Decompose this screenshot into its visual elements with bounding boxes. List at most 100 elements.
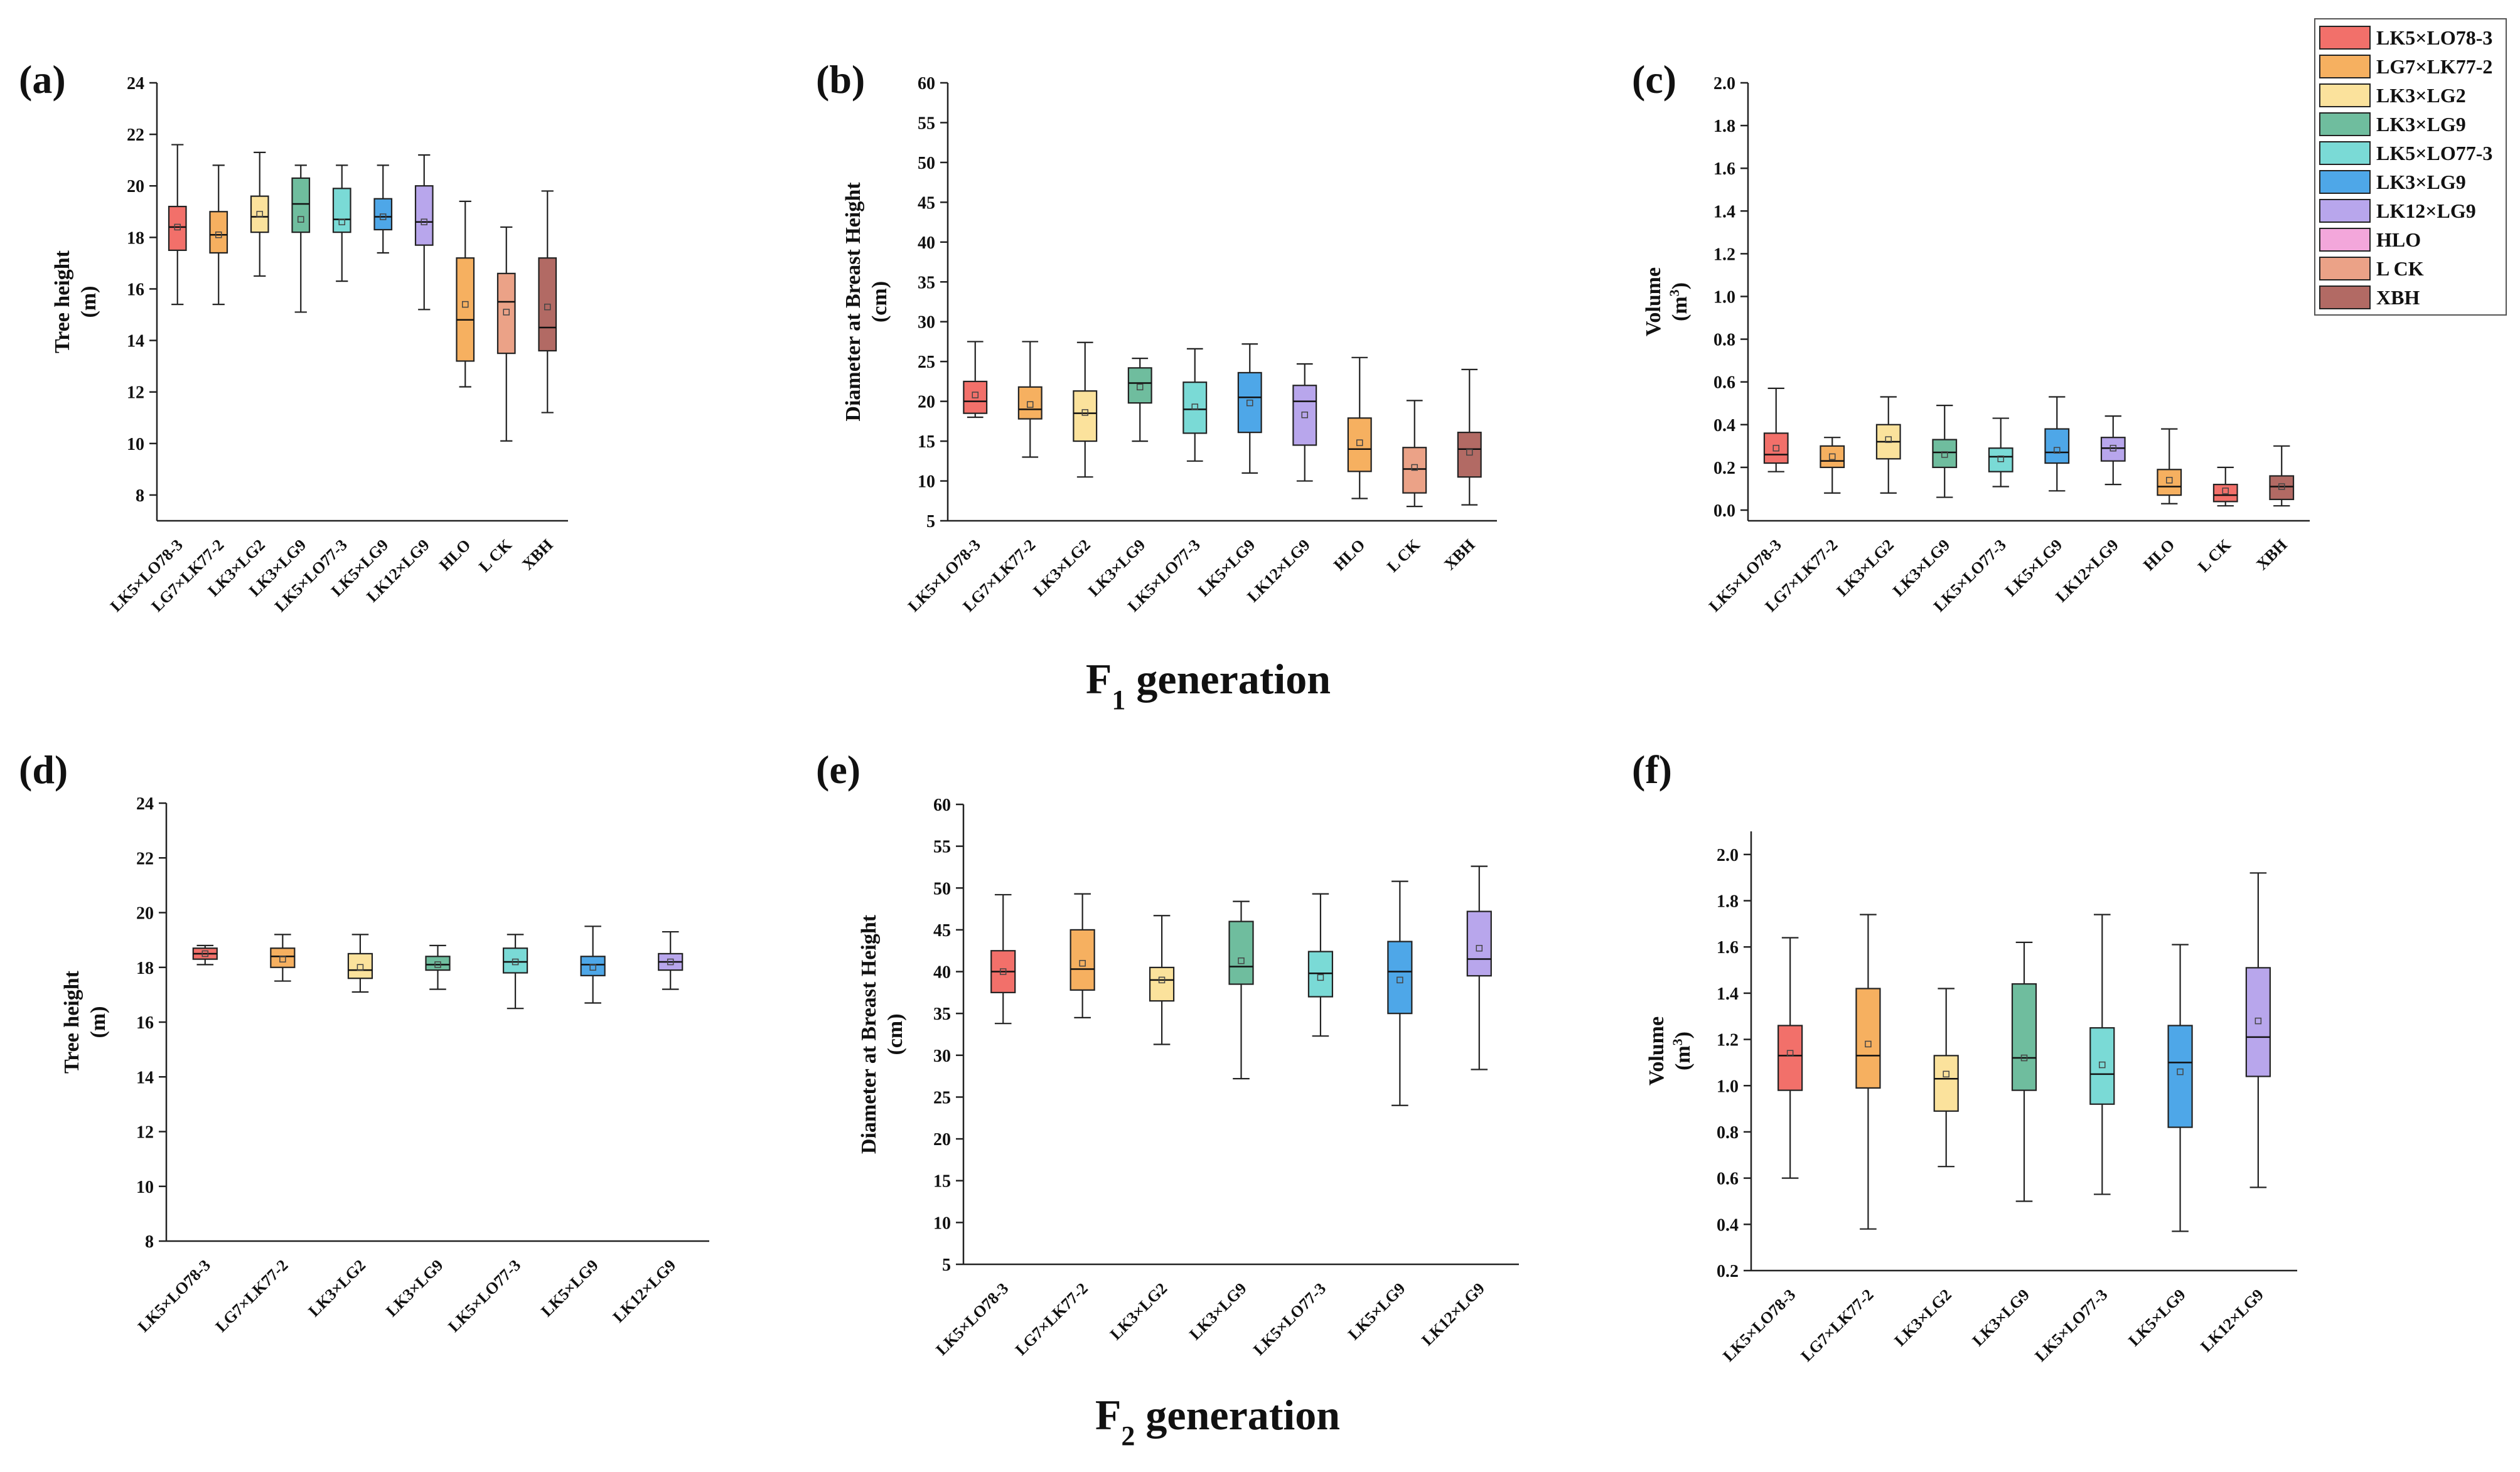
x-tick-label: LK12×LG9 xyxy=(1418,1279,1488,1350)
iqr-box xyxy=(2245,967,2271,1077)
mean-marker xyxy=(1466,449,1473,456)
iqr-box xyxy=(1763,432,1789,464)
y-tick-label: 1.0 xyxy=(1717,1077,1739,1096)
iqr-box xyxy=(2269,475,2295,501)
box-3: LK3×LG2 xyxy=(1833,396,1901,600)
iqr-box xyxy=(2011,983,2037,1091)
x-tick-label: LK5×LG9 xyxy=(537,1256,601,1320)
y-tick-label: 60 xyxy=(918,74,935,93)
box-7: LK12×LG9 xyxy=(363,154,434,605)
iqr-box xyxy=(1466,910,1492,977)
iqr-box xyxy=(425,956,451,971)
y-tick-label: 14 xyxy=(136,1068,154,1087)
mean-marker xyxy=(503,309,510,316)
box-8: HLO xyxy=(436,200,475,574)
y-axis-label: Tree height xyxy=(51,250,74,353)
mean-marker xyxy=(1079,959,1086,967)
y-tick-label: 22 xyxy=(127,125,144,145)
mean-marker xyxy=(2278,483,2285,490)
x-tick-label: XBH xyxy=(2253,536,2290,573)
x-tick-label: LK5×LO77-3 xyxy=(1250,1279,1329,1359)
y-axis-label: Diameter at Breast Height xyxy=(842,182,865,422)
legend-swatch xyxy=(2319,257,2371,280)
y-tick-label: 0.8 xyxy=(1713,331,1735,350)
y-tick-label: 15 xyxy=(918,432,935,452)
box-3: LK3×LG2 xyxy=(1107,915,1175,1343)
x-tick-label: LK5×LO78-3 xyxy=(134,1256,214,1336)
legend-swatch xyxy=(2319,285,2371,309)
x-tick-label: LK3×LG2 xyxy=(1833,536,1897,600)
mean-marker xyxy=(1301,411,1308,419)
y-tick-label: 8 xyxy=(136,486,144,506)
mean-marker xyxy=(1941,451,1948,458)
y-tick-label: 2.0 xyxy=(1713,74,1735,93)
iqr-box xyxy=(1307,951,1334,998)
mean-marker xyxy=(1885,436,1892,443)
mean-marker xyxy=(667,958,674,966)
y-tick-label: 55 xyxy=(918,114,935,133)
x-tick-label: LK5×LO78-3 xyxy=(932,1279,1012,1359)
y-tick-label: 1.6 xyxy=(1713,159,1735,179)
y-axis-unit-close: ) xyxy=(1671,1032,1695,1038)
box-2: LG7×LK77-2 xyxy=(212,934,296,1336)
y-axis-unit: (m) xyxy=(87,1006,110,1038)
legend-swatch xyxy=(2319,83,2371,107)
mean-marker xyxy=(999,968,1007,975)
chart-panel-d: (d) 8 10 12 14 16 18 20 22 24 Tree height (m) LK5×LO… xyxy=(19,747,709,1336)
y-tick-label: 1.0 xyxy=(1713,287,1735,307)
legend-swatch xyxy=(2319,141,2371,165)
y-tick-label: 10 xyxy=(127,435,144,454)
y-tick-label: 1.4 xyxy=(1713,202,1735,221)
legend-item: LK3×LG9 xyxy=(2319,170,2466,194)
iqr-box xyxy=(1292,385,1317,446)
chart-panel-e: (e) 5 10 15 20 25 30 35 40 45 50 55 60 Diameter at Br… xyxy=(816,747,1519,1359)
y-tick-label: 35 xyxy=(933,1005,951,1024)
panel-label: (a) xyxy=(19,57,66,102)
legend-item: XBH xyxy=(2319,285,2420,309)
y-tick-label: 40 xyxy=(918,233,935,253)
panel-label: (d) xyxy=(19,747,68,792)
iqr-box xyxy=(1127,367,1152,404)
box-5: LK5×LO77-3 xyxy=(271,164,351,616)
box-8: HLO xyxy=(2140,428,2182,574)
x-tick-label: LK5×LO78-3 xyxy=(1719,1286,1799,1365)
x-tick-label: HLO xyxy=(1330,536,1368,574)
box-1: LK5×LO78-3 xyxy=(904,341,988,616)
legend-swatch xyxy=(2319,26,2371,50)
panel-label: (e) xyxy=(816,747,861,792)
iqr-box xyxy=(270,947,296,968)
y-axis-label: Tree height xyxy=(60,970,83,1074)
box-2: LG7×LK77-2 xyxy=(147,164,228,616)
panel-label: (b) xyxy=(816,57,865,102)
box-6: LK5×LG9 xyxy=(537,925,606,1320)
legend-label: LG7×LK77-2 xyxy=(2376,55,2492,78)
legend-swatch xyxy=(2319,228,2371,252)
y-tick-label: 55 xyxy=(933,838,951,857)
legend-label: LK5×LO77-3 xyxy=(2376,142,2492,164)
x-tick-label: LK3×LG9 xyxy=(382,1256,446,1320)
y-tick-label: 25 xyxy=(918,353,935,372)
iqr-box xyxy=(1933,1055,1959,1112)
y-axis-unit: (m) xyxy=(77,286,100,318)
mean-marker xyxy=(421,218,427,225)
mean-marker xyxy=(1772,444,1779,452)
iqr-box xyxy=(1777,1025,1803,1091)
y-tick-label: 0.6 xyxy=(1717,1170,1739,1189)
iqr-box xyxy=(291,177,311,233)
box-7: LK12×LG9 xyxy=(2197,872,2271,1355)
y-tick-label: 0.6 xyxy=(1713,373,1735,393)
panel-label: (c) xyxy=(1632,57,1676,102)
y-tick-label: 1.4 xyxy=(1717,984,1739,1004)
x-tick-label: L CK xyxy=(475,535,515,575)
y-tick-label: 45 xyxy=(933,921,951,941)
y-axis-label: Diameter at Breast Height xyxy=(857,914,881,1154)
iqr-box xyxy=(1855,988,1881,1089)
y-tick-label: 0.8 xyxy=(1717,1123,1739,1143)
mean-marker xyxy=(279,956,286,963)
legend-item: LK5×LO77-3 xyxy=(2319,141,2492,165)
mean-marker xyxy=(1397,976,1403,984)
y-tick-label: 18 xyxy=(127,228,144,248)
iqr-box xyxy=(1017,386,1043,420)
f2-generation-title: F2 generation xyxy=(1095,1391,1340,1451)
